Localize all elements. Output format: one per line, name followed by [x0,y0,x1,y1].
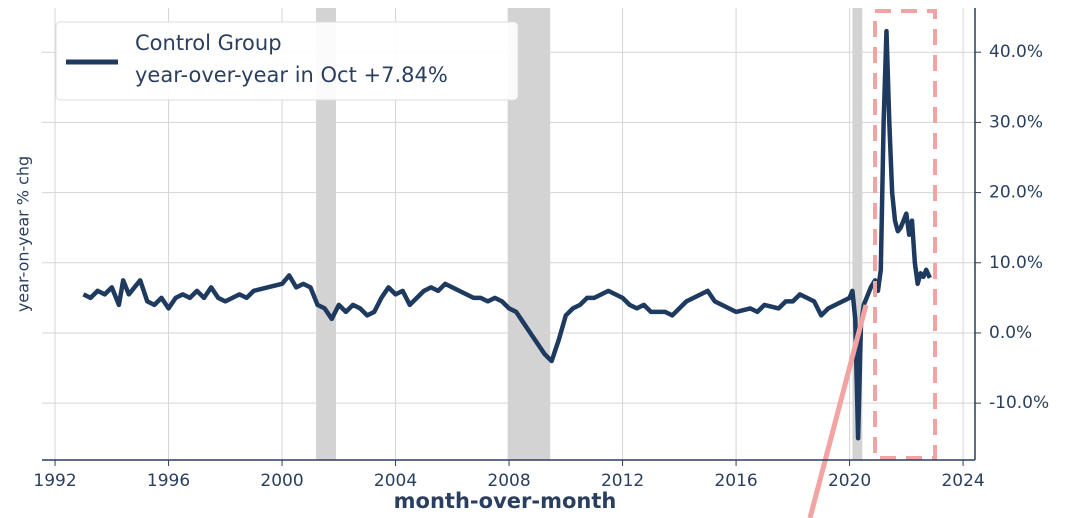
x-tick-label: 2020 [828,471,871,491]
pointer-line [807,304,869,518]
y-tick-label: 0.0% [989,323,1032,343]
y-tick-label: 30.0% [989,112,1043,132]
x-tick-label: 2000 [260,471,303,491]
x-tick-label: 2016 [714,471,757,491]
legend: Control Group year-over-year in Oct +7.8… [55,21,519,101]
y-tick-label: 10.0% [989,253,1043,273]
x-tick-label: 2008 [487,471,530,491]
recession-band [852,8,863,460]
x-tick-label: 2024 [941,471,984,491]
x-tick-label: 2004 [374,471,417,491]
x-tick-label: 2012 [601,471,644,491]
y-tick-label: 40.0% [989,42,1043,62]
x-tick-label: 1996 [147,471,190,491]
legend-box [55,21,519,101]
y-axis-label: year-on-year % chg [14,156,33,312]
recession-band [316,8,336,460]
legend-label: Control Group [135,31,282,55]
y-tick-label: -10.0% [989,393,1049,413]
series-line [82,28,932,441]
legend-note: year-over-year in Oct +7.84% [135,63,448,87]
y-tick-label: 20.0% [989,183,1043,203]
x-axis-label: month-over-month [394,489,617,513]
x-tick-label: 1992 [33,471,76,491]
highlight-box [873,9,937,460]
